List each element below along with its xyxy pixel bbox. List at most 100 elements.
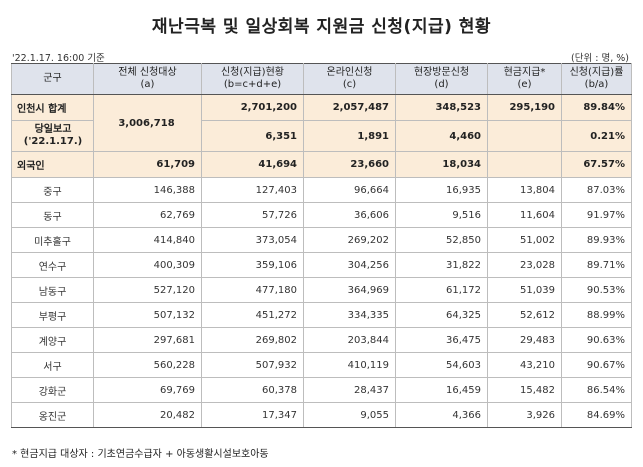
cash-cell: [487, 120, 562, 152]
table-row: 미추홀구 414,840 373,054 269,202 52,850 51,002 89.…: [11, 227, 632, 253]
row-label: 서구: [11, 352, 94, 378]
row-label: 부평구: [11, 302, 94, 328]
rate-cell: 67.57%: [561, 151, 632, 178]
header-target: 전체 신청대상 (a): [93, 63, 202, 95]
table-row: 연수구 400,309 359,106 304,256 31,822 23,028 89.7…: [11, 252, 632, 278]
visit-cell: 61,172: [395, 277, 488, 303]
header-rate: 신청(지급)률 (b/a): [561, 63, 632, 95]
target-cell: 61,709: [93, 151, 202, 178]
visit-cell: 16,935: [395, 177, 488, 203]
target-cell: 146,388: [93, 177, 202, 203]
same-day-report-row: 당일보고 ('22.1.17.) 6,351 1,891 4,460 0.21%: [11, 120, 632, 152]
online-cell: 364,969: [303, 277, 396, 303]
table-row: 옹진군 20,482 17,347 9,055 4,366 3,926 84.69%: [11, 402, 632, 428]
cash-cell: 23,028: [487, 252, 562, 278]
rate-cell: 91.97%: [561, 202, 632, 228]
header-gu: 군구: [11, 63, 94, 95]
status-table: 군구 전체 신청대상 (a) 신청(지급)현황 (b=c+d+e) 온라인신청 (c)…: [11, 63, 632, 428]
row-label: 미추홀구: [11, 227, 94, 253]
visit-cell: 52,850: [395, 227, 488, 253]
cash-cell: 52,612: [487, 302, 562, 328]
applied-cell: 477,180: [201, 277, 304, 303]
rate-cell: 90.53%: [561, 277, 632, 303]
header-cash: 현금지급* (e): [487, 63, 562, 95]
visit-cell: 54,603: [395, 352, 488, 378]
visit-cell: 64,325: [395, 302, 488, 328]
cash-cell: 43,210: [487, 352, 562, 378]
target-cell: 20,482: [93, 402, 202, 428]
row-label: 계양구: [11, 327, 94, 353]
table-row: 계양구 297,681 269,802 203,844 36,475 29,483 90.6…: [11, 327, 632, 353]
foreigner-row: 외국인 61,709 41,694 23,660 18,034 67.57%: [11, 151, 632, 178]
target-cell: 527,120: [93, 277, 202, 303]
rate-cell: 89.93%: [561, 227, 632, 253]
visit-cell: 31,822: [395, 252, 488, 278]
row-label: 인천시 합계: [11, 94, 94, 121]
row-label: 당일보고 ('22.1.17.): [11, 120, 94, 152]
online-cell: 203,844: [303, 327, 396, 353]
online-cell: 2,057,487: [303, 94, 396, 121]
rate-cell: 88.99%: [561, 302, 632, 328]
cash-cell: 29,483: [487, 327, 562, 353]
applied-cell: 60,378: [201, 377, 304, 403]
visit-cell: 36,475: [395, 327, 488, 353]
row-label: 옹진군: [11, 402, 94, 428]
rate-cell: 84.69%: [561, 402, 632, 428]
online-cell: 36,606: [303, 202, 396, 228]
target-cell: 560,228: [93, 352, 202, 378]
cash-cell: 15,482: [487, 377, 562, 403]
unit-note: (단위 : 명, %): [571, 53, 629, 64]
cash-cell: 51,039: [487, 277, 562, 303]
row-label: 연수구: [11, 252, 94, 278]
target-cell: 400,309: [93, 252, 202, 278]
table-row: 부평구 507,132 451,272 334,335 64,325 52,612 88.9…: [11, 302, 632, 328]
applied-cell: 17,347: [201, 402, 304, 428]
target-cell: 69,769: [93, 377, 202, 403]
visit-cell: 4,366: [395, 402, 488, 428]
table-row: 중구 146,388 127,403 96,664 16,935 13,804 87.03%: [11, 177, 632, 203]
rate-cell: 89.84%: [561, 94, 632, 121]
rate-cell: 90.67%: [561, 352, 632, 378]
online-cell: 28,437: [303, 377, 396, 403]
applied-cell: 57,726: [201, 202, 304, 228]
incheon-total-row: 인천시 합계 3,006,718 2,701,200 2,057,487 348…: [11, 94, 632, 152]
applied-cell: 507,932: [201, 352, 304, 378]
cash-cell: 11,604: [487, 202, 562, 228]
row-label: 동구: [11, 202, 94, 228]
target-cell: 297,681: [93, 327, 202, 353]
target-cell: 62,769: [93, 202, 202, 228]
table-row: 서구 560,228 507,932 410,119 54,603 43,210 90.67…: [11, 352, 632, 378]
online-cell: 304,256: [303, 252, 396, 278]
online-cell: 1,891: [303, 120, 396, 152]
online-cell: 23,660: [303, 151, 396, 178]
target-cell: 414,840: [93, 227, 202, 253]
total-target-cell: 3,006,718: [93, 94, 202, 152]
applied-cell: 41,694: [201, 151, 304, 178]
rate-cell: 89.71%: [561, 252, 632, 278]
cash-cell: 51,002: [487, 227, 562, 253]
rate-cell: 86.54%: [561, 377, 632, 403]
table-row: 강화군 69,769 60,378 28,437 16,459 15,482 86.54%: [11, 377, 632, 403]
row-label: 외국인: [11, 151, 94, 178]
rate-cell: 0.21%: [561, 120, 632, 152]
online-cell: 96,664: [303, 177, 396, 203]
visit-cell: 348,523: [395, 94, 488, 121]
online-cell: 334,335: [303, 302, 396, 328]
applied-cell: 451,272: [201, 302, 304, 328]
cash-cell: [487, 151, 562, 178]
applied-cell: 2,701,200: [201, 94, 304, 121]
row-label: 중구: [11, 177, 94, 203]
target-cell: 507,132: [93, 302, 202, 328]
cash-cell: 3,926: [487, 402, 562, 428]
online-cell: 269,202: [303, 227, 396, 253]
applied-cell: 6,351: [201, 120, 304, 152]
table-row: 남동구 527,120 477,180 364,969 61,172 51,039 90.5…: [11, 277, 632, 303]
cash-cell: 295,190: [487, 94, 562, 121]
cash-cell: 13,804: [487, 177, 562, 203]
header-visit: 현장방문신청 (d): [395, 63, 488, 95]
applied-cell: 269,802: [201, 327, 304, 353]
header-online: 온라인신청 (c): [303, 63, 396, 95]
header-applied: 신청(지급)현황 (b=c+d+e): [201, 63, 304, 95]
visit-cell: 4,460: [395, 120, 488, 152]
header-row: 군구 전체 신청대상 (a) 신청(지급)현황 (b=c+d+e) 온라인신청 (c)…: [11, 63, 632, 95]
